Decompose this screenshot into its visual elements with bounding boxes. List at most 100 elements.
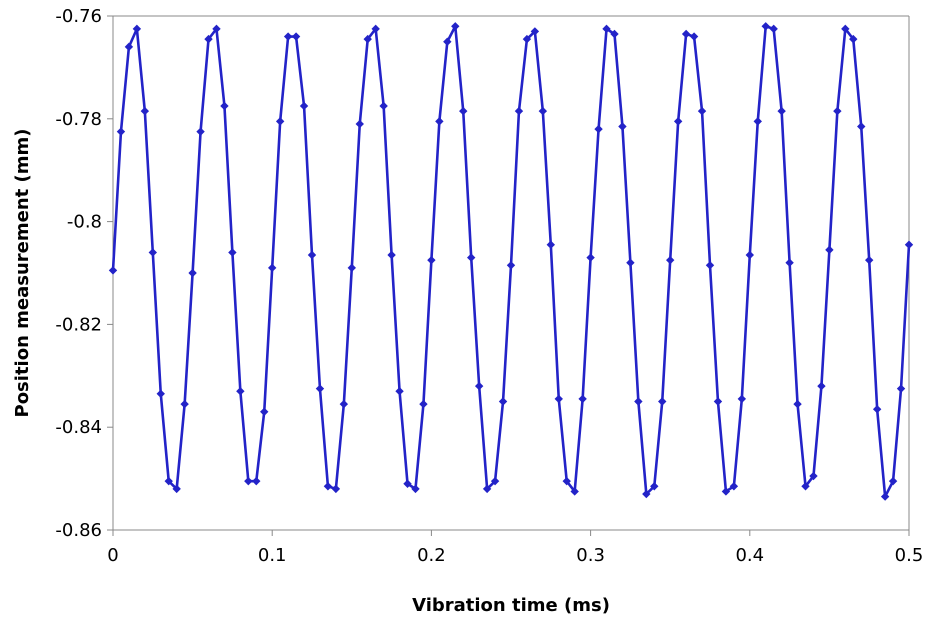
data-point-marker	[411, 484, 420, 494]
y-axis-title: Position measurement (mm)	[12, 128, 33, 417]
data-point-marker	[498, 397, 508, 406]
data-point-marker	[347, 263, 356, 273]
data-point-marker	[188, 268, 197, 278]
data-point-marker	[132, 24, 142, 34]
data-point-marker	[554, 394, 563, 404]
x-axis-title: Vibration time (ms)	[412, 595, 610, 616]
data-point-marker	[896, 384, 906, 393]
data-point-marker	[124, 42, 134, 52]
data-point-marker	[156, 389, 165, 398]
data-point-marker	[379, 101, 388, 111]
data-point-marker	[419, 399, 428, 409]
y-axis-ticks: -0.76 -0.78 -0.8 -0.82 -0.84 -0.86	[55, 6, 113, 541]
y-tick-label: -0.76	[55, 6, 102, 27]
data-point-marker	[825, 245, 834, 255]
data-point-marker	[180, 399, 189, 409]
data-point-marker	[872, 405, 882, 414]
x-tick-label: 0	[107, 545, 118, 566]
data-point-marker	[331, 484, 341, 494]
data-point-marker	[236, 387, 245, 396]
data-point-marker	[809, 471, 818, 481]
x-tick-label: 0.1	[258, 545, 287, 566]
data-point-marker	[172, 484, 181, 494]
data-point-marker	[586, 253, 595, 262]
data-point-marker	[363, 34, 372, 44]
data-point-marker	[697, 106, 707, 116]
data-point-marker	[634, 397, 643, 406]
data-point-marker	[395, 387, 404, 396]
x-tick-label: 0.3	[576, 545, 605, 566]
data-point-marker	[562, 476, 571, 486]
data-point-marker	[801, 482, 810, 491]
data-point-marker	[506, 261, 516, 270]
data-point-marker	[275, 117, 285, 126]
data-point-marker	[196, 127, 205, 136]
data-point-marker	[785, 258, 794, 267]
data-point-marker	[108, 266, 118, 275]
data-point-marker	[570, 487, 579, 496]
data-point-marker	[443, 37, 452, 46]
data-point-marker	[459, 106, 468, 116]
data-point-marker	[164, 476, 173, 486]
series-layer	[108, 22, 914, 501]
data-point-marker	[673, 117, 683, 126]
data-point-marker	[451, 22, 460, 31]
y-tick-label: -0.8	[67, 212, 102, 233]
data-point-marker	[666, 255, 675, 265]
data-point-marker	[522, 34, 532, 44]
data-point-marker	[212, 24, 221, 34]
data-point-marker	[116, 127, 126, 136]
data-point-marker	[681, 29, 691, 39]
data-point-marker	[148, 248, 157, 257]
data-point-marker	[650, 482, 659, 491]
data-point-marker	[403, 479, 412, 488]
data-point-marker	[705, 261, 715, 270]
data-point-marker	[482, 484, 492, 494]
data-point-marker	[833, 106, 842, 116]
data-point-marker	[467, 253, 476, 262]
x-tick-label: 0.5	[895, 545, 924, 566]
data-point-marker	[268, 263, 277, 273]
data-point-marker	[490, 476, 500, 486]
data-point-marker	[618, 122, 627, 131]
y-tick-label: -0.84	[55, 417, 102, 438]
data-point-marker	[857, 122, 866, 131]
data-point-marker	[817, 381, 826, 391]
data-point-marker	[315, 384, 325, 393]
data-point-marker	[594, 124, 603, 134]
data-point-marker	[140, 106, 150, 116]
data-point-marker	[721, 487, 731, 496]
data-point-marker	[514, 106, 524, 116]
data-point-marker	[745, 250, 754, 260]
y-tick-label: -0.78	[55, 109, 102, 130]
data-point-marker	[777, 106, 786, 116]
data-point-marker	[865, 255, 874, 265]
data-point-marker	[546, 240, 555, 249]
data-point-marker	[880, 492, 890, 501]
data-point-marker	[307, 250, 317, 260]
data-point-marker	[291, 32, 301, 41]
data-point-marker	[642, 489, 651, 499]
data-point-marker	[220, 101, 229, 111]
data-point-marker	[244, 476, 253, 486]
data-point-marker	[793, 399, 802, 409]
data-point-marker	[761, 22, 770, 31]
data-point-marker	[602, 24, 611, 34]
data-point-marker	[474, 381, 484, 391]
data-point-marker	[435, 117, 444, 126]
data-point-marker	[355, 119, 364, 129]
data-point-marker	[339, 399, 349, 409]
data-point-marker	[610, 29, 619, 39]
data-point-marker	[626, 258, 635, 267]
data-point-marker	[737, 394, 747, 404]
x-tick-label: 0.4	[735, 545, 764, 566]
data-point-marker	[427, 255, 436, 265]
data-point-marker	[769, 24, 778, 34]
data-point-marker	[713, 397, 723, 406]
data-point-marker	[849, 34, 858, 44]
data-point-marker	[689, 32, 699, 41]
data-point-marker	[841, 24, 850, 34]
data-point-marker	[260, 407, 269, 416]
x-tick-label: 0.2	[417, 545, 446, 566]
